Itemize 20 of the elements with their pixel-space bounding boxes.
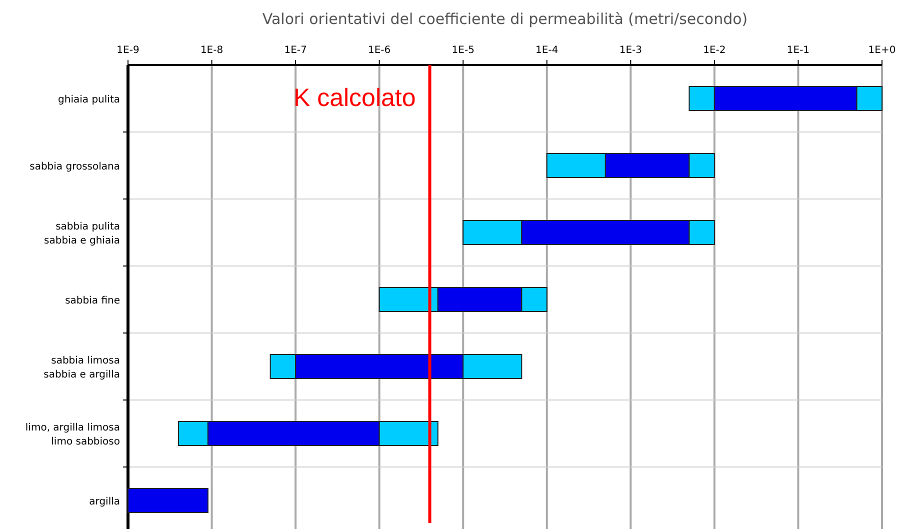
x-tick-label: 1E-6 <box>368 45 391 56</box>
chart-title: Valori orientativi del coefficiente di permeabilità (metri/secondo) <box>262 10 748 28</box>
y-tick-label: argilla <box>89 496 120 508</box>
x-tick-label: 1E+0 <box>868 45 896 56</box>
y-tick-label: limo, argilla limosa limo sabbioso <box>25 422 120 448</box>
ref-line-label: K calcolato <box>293 84 416 112</box>
x-tick-label: 1E-2 <box>703 45 726 56</box>
y-tick-label: sabbia limosa sabbia e argilla <box>44 356 120 380</box>
x-tick-label: 1E-1 <box>786 45 810 56</box>
x-tick-label: 1E-5 <box>452 45 474 56</box>
bar <box>128 488 208 513</box>
x-tick-label: 1E-9 <box>116 45 140 56</box>
y-tick-label: sabbia grossolana <box>30 162 120 172</box>
y-tick-label: sabbia fine <box>65 296 120 306</box>
x-tick-label: 1E-4 <box>536 45 558 56</box>
x-tick-label: 1E-7 <box>284 45 307 56</box>
x-tick-label: 1E-3 <box>619 45 642 56</box>
y-tick-label: ghiaia pulita <box>58 94 120 106</box>
x-tick-label: 1E-8 <box>200 45 224 56</box>
y-tick-label: sabbia pulita sabbia e ghiaia <box>44 222 120 246</box>
